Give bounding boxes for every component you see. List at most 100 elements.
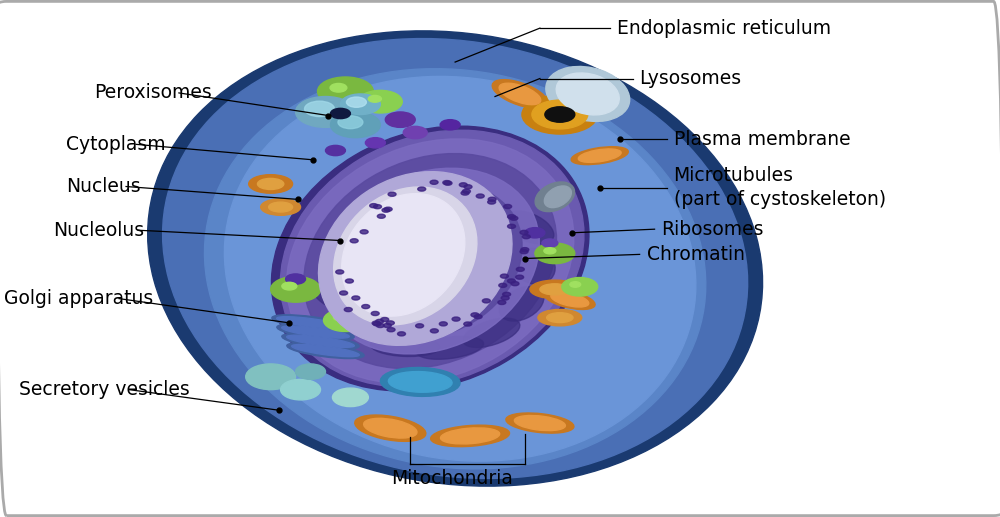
Text: Chromatin: Chromatin (647, 245, 745, 264)
Ellipse shape (282, 333, 359, 349)
Ellipse shape (352, 296, 360, 300)
Ellipse shape (525, 227, 545, 238)
Ellipse shape (501, 296, 509, 300)
Text: Nucleus: Nucleus (66, 177, 141, 196)
Ellipse shape (499, 83, 541, 104)
Ellipse shape (277, 316, 344, 329)
Ellipse shape (544, 290, 595, 310)
Ellipse shape (398, 332, 405, 336)
Ellipse shape (370, 204, 378, 208)
Ellipse shape (313, 281, 364, 313)
Ellipse shape (365, 138, 385, 148)
Ellipse shape (430, 329, 438, 333)
Ellipse shape (386, 321, 394, 325)
Ellipse shape (371, 336, 440, 357)
Ellipse shape (385, 112, 415, 127)
Ellipse shape (305, 101, 334, 116)
Text: Secretory vesicles: Secretory vesicles (19, 380, 190, 399)
Ellipse shape (371, 311, 379, 315)
Ellipse shape (332, 388, 368, 406)
Ellipse shape (334, 187, 477, 325)
Ellipse shape (462, 189, 470, 193)
Text: Endoplasmic reticulum: Endoplasmic reticulum (617, 19, 831, 38)
Ellipse shape (249, 175, 293, 193)
Ellipse shape (500, 274, 508, 278)
Ellipse shape (362, 305, 370, 309)
Ellipse shape (272, 315, 349, 331)
Ellipse shape (344, 308, 352, 312)
Ellipse shape (532, 100, 588, 129)
Ellipse shape (440, 119, 460, 130)
Ellipse shape (538, 309, 582, 326)
Ellipse shape (282, 282, 297, 290)
Ellipse shape (464, 185, 472, 189)
Ellipse shape (578, 149, 621, 162)
Ellipse shape (304, 154, 557, 369)
Ellipse shape (271, 126, 589, 391)
Ellipse shape (342, 194, 465, 316)
Ellipse shape (499, 283, 507, 287)
Ellipse shape (520, 231, 528, 235)
Ellipse shape (535, 243, 575, 264)
Ellipse shape (376, 324, 384, 328)
Ellipse shape (570, 282, 581, 287)
Ellipse shape (556, 73, 619, 115)
Ellipse shape (333, 314, 347, 321)
Ellipse shape (474, 314, 482, 318)
Ellipse shape (498, 300, 506, 305)
Ellipse shape (292, 344, 359, 357)
Ellipse shape (350, 239, 358, 243)
Ellipse shape (514, 416, 565, 431)
Ellipse shape (381, 317, 389, 322)
Ellipse shape (373, 322, 381, 326)
Ellipse shape (488, 197, 496, 201)
Ellipse shape (516, 267, 524, 271)
Ellipse shape (507, 279, 515, 283)
Ellipse shape (356, 197, 505, 325)
Ellipse shape (551, 292, 589, 307)
Ellipse shape (522, 235, 530, 239)
Ellipse shape (360, 230, 368, 234)
Ellipse shape (364, 418, 417, 438)
Ellipse shape (387, 328, 395, 332)
Ellipse shape (388, 192, 396, 196)
Ellipse shape (148, 31, 763, 486)
Ellipse shape (464, 322, 472, 326)
Ellipse shape (545, 107, 575, 122)
Ellipse shape (271, 277, 320, 302)
Text: Lysosomes: Lysosomes (640, 69, 742, 88)
Ellipse shape (338, 116, 363, 129)
Text: Nucleolus: Nucleolus (53, 221, 144, 240)
Ellipse shape (476, 194, 484, 198)
Ellipse shape (330, 112, 380, 138)
Ellipse shape (382, 208, 390, 212)
Text: Microtubules
(part of cystoskeleton): Microtubules (part of cystoskeleton) (674, 166, 886, 209)
Ellipse shape (355, 415, 426, 442)
Ellipse shape (282, 326, 349, 338)
Ellipse shape (417, 337, 484, 359)
Ellipse shape (358, 90, 402, 113)
Ellipse shape (504, 204, 512, 208)
Ellipse shape (325, 145, 345, 156)
Ellipse shape (535, 182, 575, 211)
Ellipse shape (521, 248, 529, 252)
Ellipse shape (499, 286, 544, 321)
Ellipse shape (388, 372, 452, 392)
Ellipse shape (338, 183, 522, 339)
Ellipse shape (374, 205, 382, 209)
Ellipse shape (330, 83, 347, 92)
Ellipse shape (503, 292, 511, 296)
Ellipse shape (321, 168, 539, 354)
Ellipse shape (336, 270, 344, 274)
Ellipse shape (246, 364, 296, 390)
Ellipse shape (376, 320, 384, 324)
Text: Mitochondria: Mitochondria (391, 469, 513, 489)
Ellipse shape (520, 250, 528, 254)
Ellipse shape (546, 67, 630, 121)
Ellipse shape (471, 313, 479, 317)
Ellipse shape (319, 172, 512, 345)
Ellipse shape (368, 96, 381, 102)
Ellipse shape (224, 77, 696, 461)
Ellipse shape (346, 97, 366, 108)
Ellipse shape (257, 178, 284, 190)
